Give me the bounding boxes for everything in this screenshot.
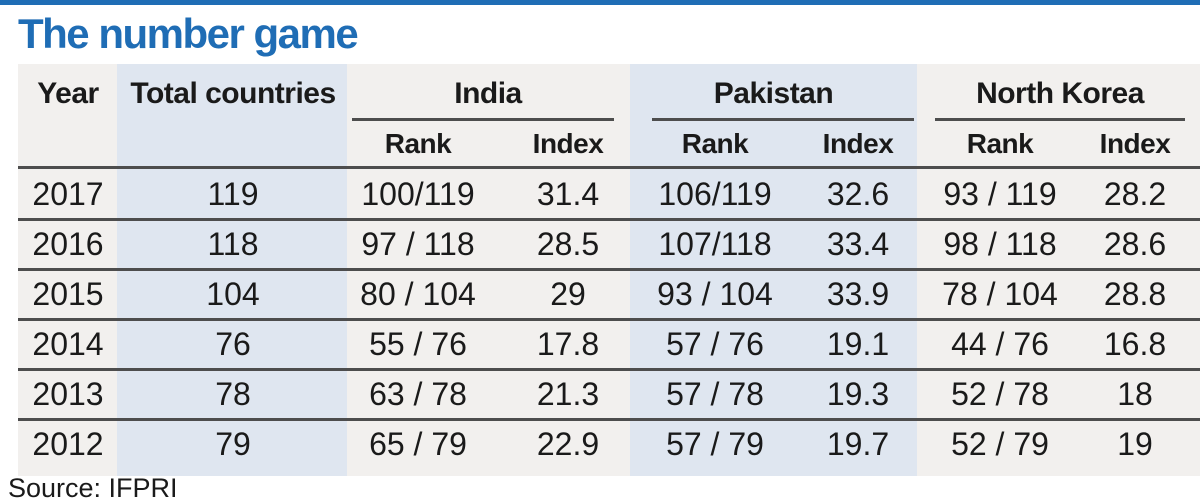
row-rule [18, 368, 1200, 371]
row-rule [18, 218, 1200, 221]
cell-india-index: 31.4 [536, 176, 600, 212]
subheader-india-rank: Rank [384, 128, 452, 159]
cell-north-korea-rank: 78 / 104 [942, 276, 1058, 312]
header-rule [18, 166, 1200, 169]
subheader-pakistan-rank: Rank [681, 128, 749, 159]
cell-north-korea-index: 16.8 [1103, 326, 1167, 362]
cell-pakistan-index: 19.7 [826, 426, 890, 462]
cell-india-index: 29 [550, 276, 586, 312]
cell-india-index: 21.3 [536, 376, 600, 412]
cell-india-rank: 97 / 118 [361, 226, 475, 262]
top-rule [0, 0, 1200, 5]
header-north-korea: North Korea [976, 77, 1144, 110]
cell-year: 2013 [32, 376, 104, 412]
cell-north-korea-rank: 52 / 79 [951, 426, 1049, 462]
cell-india-index: 22.9 [536, 426, 600, 462]
cell-north-korea-rank: 44 / 76 [951, 326, 1049, 362]
cell-pakistan-index: 19.1 [826, 326, 890, 362]
cell-total-countries: 104 [206, 276, 260, 312]
cell-india-index: 17.8 [536, 326, 600, 362]
cell-year: 2016 [32, 226, 104, 262]
cell-india-rank: 65 / 79 [369, 426, 467, 462]
cell-pakistan-rank: 57 / 76 [666, 326, 764, 362]
cell-pakistan-rank: 107/118 [658, 226, 772, 262]
cell-north-korea-rank: 98 / 118 [943, 226, 1057, 262]
source-note: Source: IFPRI [8, 473, 178, 503]
cell-india-rank: 55 / 76 [369, 326, 467, 362]
cell-year: 2017 [32, 176, 104, 212]
cell-total-countries: 76 [215, 326, 251, 362]
cell-north-korea-index: 18 [1117, 376, 1153, 412]
cell-india-index: 28.5 [536, 226, 600, 262]
cell-pakistan-rank: 57 / 79 [666, 426, 764, 462]
header-total-countries: Total countries [130, 77, 336, 110]
chart-title: The number game [18, 10, 359, 57]
cell-pakistan-rank: 106/119 [658, 176, 772, 212]
row-rule [18, 418, 1200, 421]
cell-north-korea-index: 28.8 [1103, 276, 1167, 312]
row-rule [18, 318, 1200, 321]
header-india: India [454, 77, 522, 110]
subheader-pakistan-index: Index [822, 128, 894, 159]
cell-india-rank: 63 / 78 [369, 376, 467, 412]
cell-year: 2014 [32, 326, 104, 362]
subheader-india-index: Index [532, 128, 604, 159]
cell-pakistan-index: 19.3 [826, 376, 890, 412]
cell-pakistan-rank: 93 / 104 [657, 276, 773, 312]
cell-north-korea-rank: 93 / 119 [943, 176, 1057, 212]
cell-total-countries: 118 [207, 226, 259, 262]
cell-total-countries: 119 [207, 176, 259, 212]
row-rule [18, 268, 1200, 271]
header-year: Year [37, 77, 99, 110]
cell-india-rank: 100/119 [361, 176, 475, 212]
cell-north-korea-rank: 52 / 78 [951, 376, 1049, 412]
pakistan-group-rule [652, 118, 914, 121]
cell-pakistan-rank: 57 / 78 [666, 376, 764, 412]
subheader-north-korea-rank: Rank [966, 128, 1034, 159]
cell-total-countries: 79 [215, 426, 251, 462]
cell-north-korea-index: 28.2 [1103, 176, 1167, 212]
cell-pakistan-index: 33.9 [826, 276, 890, 312]
header-pakistan: Pakistan [713, 77, 834, 110]
india-group-rule [352, 118, 614, 121]
cell-year: 2015 [32, 276, 104, 312]
cell-north-korea-index: 28.6 [1103, 226, 1167, 262]
cell-total-countries: 78 [215, 376, 251, 412]
cell-year: 2012 [32, 426, 104, 462]
north-korea-group-rule [935, 118, 1185, 121]
cell-north-korea-index: 19 [1117, 426, 1153, 462]
cell-india-rank: 80 / 104 [360, 276, 476, 312]
subheader-north-korea-index: Index [1099, 128, 1171, 159]
cell-pakistan-index: 33.4 [826, 226, 890, 262]
cell-pakistan-index: 32.6 [826, 176, 890, 212]
